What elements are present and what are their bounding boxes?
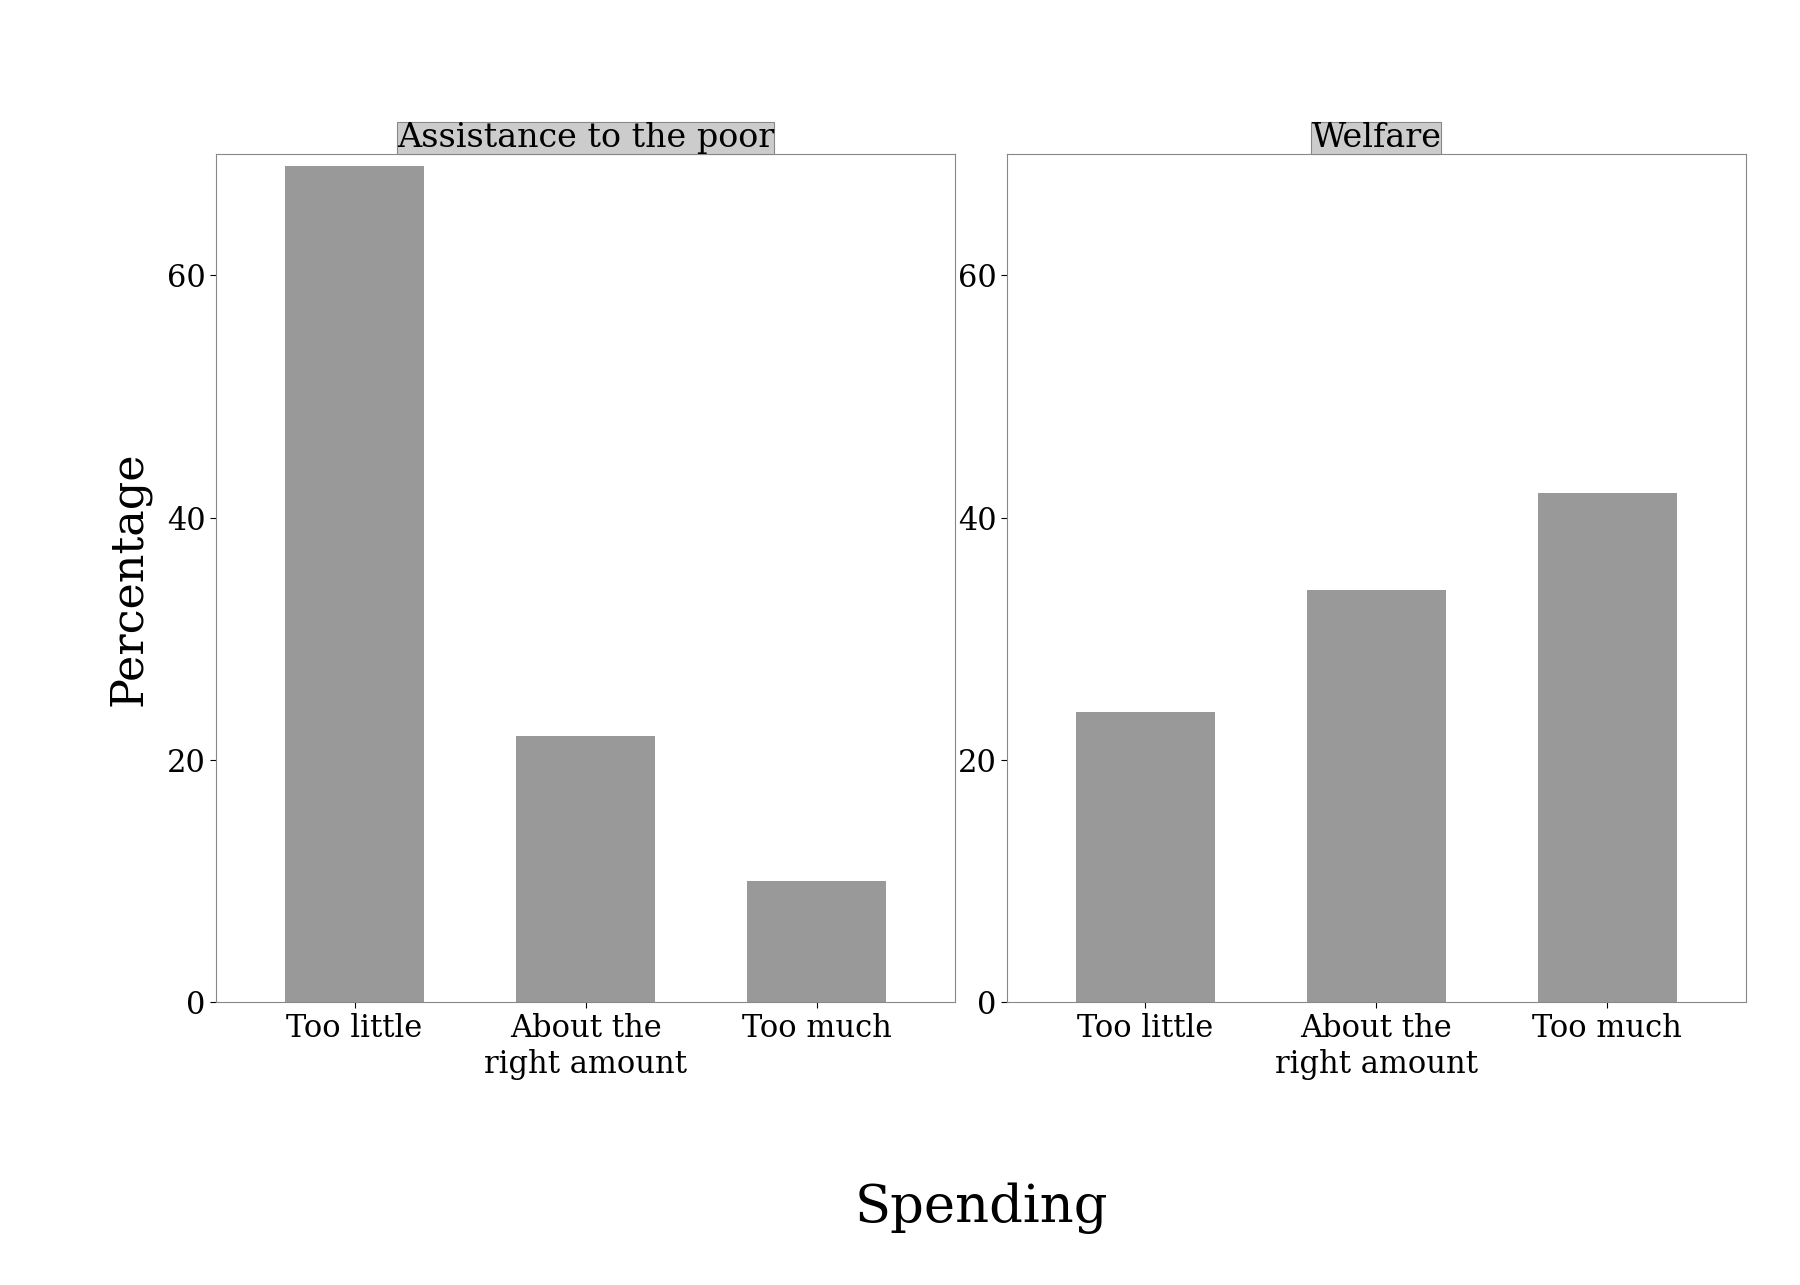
Bar (1307, 590, 1445, 1002)
Text: Assistance to the poor: Assistance to the poor (398, 122, 774, 154)
Bar (517, 736, 655, 1002)
Bar (747, 882, 886, 1002)
Bar (1539, 493, 1678, 1002)
Text: Spending: Spending (855, 1182, 1107, 1234)
Y-axis label: Percentage: Percentage (106, 451, 149, 705)
Bar (284, 166, 423, 1002)
Text: Welfare: Welfare (1312, 122, 1442, 154)
Bar (1076, 712, 1215, 1002)
